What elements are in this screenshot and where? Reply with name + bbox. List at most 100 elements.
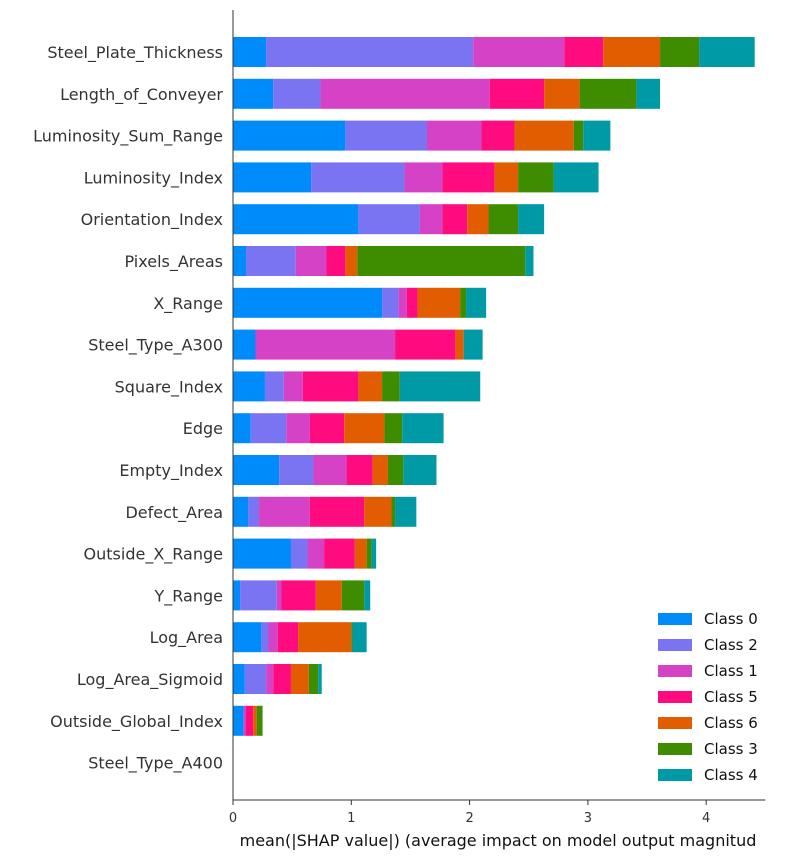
y-tick-label: Steel_Plate_Thickness — [47, 43, 223, 63]
bar-segment-class-0-x_range — [233, 287, 383, 318]
bar-segment-class-0-y_range — [233, 580, 241, 611]
y-tick-label: Outside_X_Range — [84, 545, 223, 565]
y-tick-label: Square_Index — [115, 377, 223, 397]
bar-segment-class-1-pixels_areas — [295, 246, 327, 276]
bar-segment-class-1-steel_plate_thickness — [473, 37, 565, 67]
bar-segment-class-4-log_area — [352, 622, 367, 653]
bar-segment-class-0-outside_x_range — [233, 538, 291, 569]
bar-segment-class-2-log_area_sigmoid — [244, 664, 267, 694]
bar-segment-class-3-x_range — [460, 287, 467, 318]
bar-segment-class-6-pixels_areas — [345, 246, 358, 276]
legend: Class 0 Class 2 Class 1 Class 5 Class 6 Class… — [658, 610, 758, 784]
bar-segment-class-4-defect_area — [395, 496, 417, 527]
bar-segment-class-5-length_of_conveyer — [489, 78, 545, 109]
bar-segment-class-0-square_index — [233, 371, 265, 402]
bar-segment-class-4-orientation_index — [518, 204, 545, 235]
bar-segment-class-5-luminosity_index — [442, 162, 495, 193]
bar-segment-class-4-edge — [402, 413, 444, 444]
bar-segment-class-4-luminosity_sum_range — [583, 120, 611, 151]
bar-segment-class-1-outside_global_index — [243, 705, 247, 736]
y-tick-label: Orientation_Index — [81, 210, 223, 230]
bar-segment-class-6-length_of_conveyer — [544, 78, 580, 109]
y-axis: Steel_Plate_Thickness Length_of_Conveyer L… — [33, 10, 234, 800]
bar-segment-class-5-pixels_areas — [326, 246, 346, 276]
bar-segment-class-3-luminosity_sum_range — [573, 120, 584, 151]
bar-segment-class-6-empty_index — [372, 455, 388, 485]
x-tick-label: 3 — [584, 811, 592, 826]
legend-label: Class 5 — [704, 688, 758, 706]
y-tick-label: Length_of_Conveyer — [60, 85, 223, 105]
bar-segment-class-5-y_range — [281, 580, 316, 611]
bar-segment-class-3-outside_x_range — [366, 538, 372, 569]
bar-segment-class-2-edge — [250, 413, 287, 444]
x-tick-label: 0 — [229, 811, 237, 826]
bar-segment-class-1-defect_area — [259, 496, 310, 527]
bar-segment-class-6-y_range — [315, 580, 342, 611]
x-tick-label: 4 — [702, 811, 710, 826]
bar-segment-class-3-outside_global_index — [256, 705, 263, 736]
bar-segment-class-6-edge — [344, 413, 385, 444]
bar-segment-class-0-outside_global_index — [233, 705, 244, 736]
bar-segment-class-5-steel_plate_thickness — [564, 37, 604, 67]
y-tick-label: X_Range — [153, 294, 223, 314]
bar-segment-class-2-log_area — [261, 622, 269, 653]
bar-segment-class-1-orientation_index — [419, 204, 443, 235]
bar-segment-class-5-luminosity_sum_range — [481, 120, 515, 151]
legend-label: Class 6 — [704, 714, 758, 732]
legend-label: Class 2 — [704, 636, 758, 654]
bar-segment-class-4-y_range — [364, 580, 371, 611]
bar-segment-class-6-log_area — [298, 622, 352, 653]
y-tick-label: Edge — [183, 419, 223, 438]
bar-segment-class-4-length_of_conveyer — [636, 78, 661, 109]
x-axis: 0 1 2 3 4 — [229, 799, 766, 826]
bar-segment-class-5-defect_area — [309, 496, 365, 527]
bar-segment-class-6-outside_global_index — [253, 705, 257, 736]
bar-segment-class-4-luminosity_index — [553, 162, 599, 193]
bar-segment-class-6-defect_area — [364, 496, 392, 527]
bar-segment-class-1-luminosity_index — [404, 162, 443, 193]
bar-segment-class-5-orientation_index — [442, 204, 468, 235]
bar-segment-class-4-square_index — [399, 371, 481, 402]
bar-segment-class-6-steel_type_a300 — [455, 329, 464, 360]
bar-segment-class-6-orientation_index — [467, 204, 489, 235]
bar-segment-class-1-length_of_conveyer — [320, 78, 490, 109]
bar-segment-class-6-steel_plate_thickness — [603, 37, 661, 67]
bar-segment-class-6-outside_x_range — [354, 538, 367, 569]
bar-segment-class-1-x_range — [398, 287, 407, 318]
bar-segment-class-3-log_area — [351, 622, 353, 653]
legend-swatch-class-1 — [658, 665, 692, 677]
legend-swatch-class-2 — [658, 639, 692, 651]
bar-segment-class-4-steel_type_a300 — [463, 329, 483, 360]
legend-label: Class 4 — [704, 766, 758, 784]
bar-segment-class-4-log_area_sigmoid — [318, 664, 322, 694]
bar-segment-class-3-square_index — [382, 371, 400, 402]
bar-segment-class-2-length_of_conveyer — [273, 78, 321, 109]
bar-segment-class-0-luminosity_sum_range — [233, 120, 346, 151]
bar-segment-class-2-pixels_areas — [246, 246, 296, 276]
bar-segment-class-6-square_index — [358, 371, 383, 402]
bar-segment-class-0-log_area — [233, 622, 262, 653]
bar-segment-class-3-steel_plate_thickness — [660, 37, 700, 67]
legend-swatch-class-6 — [658, 717, 692, 729]
bar-segment-class-3-pixels_areas — [357, 246, 526, 276]
y-tick-label: Steel_Type_A400 — [88, 754, 223, 774]
bar-segment-class-0-length_of_conveyer — [233, 78, 274, 109]
bar-segment-class-1-square_index — [283, 371, 303, 402]
bar-segment-class-2-empty_index — [279, 455, 314, 485]
bar-segment-class-0-luminosity_index — [233, 162, 312, 193]
bar-segment-class-0-defect_area — [233, 496, 249, 527]
bar-segment-class-2-luminosity_index — [311, 162, 405, 193]
x-tick-label: 1 — [347, 811, 355, 826]
bar-segment-class-1-y_range — [276, 580, 282, 611]
bar-segment-class-4-steel_plate_thickness — [699, 37, 755, 67]
bar-segment-class-0-edge — [233, 413, 251, 444]
bar-segment-class-5-log_area_sigmoid — [273, 664, 291, 694]
bar-segment-class-1-outside_x_range — [307, 538, 325, 569]
x-tick-label: 2 — [465, 811, 473, 826]
bar-segment-class-1-log_area_sigmoid — [266, 664, 274, 694]
bar-segment-class-5-log_area — [277, 622, 299, 653]
y-tick-label: Log_Area — [150, 628, 223, 648]
bar-segment-class-2-luminosity_sum_range — [345, 120, 428, 151]
bar-segment-class-5-x_range — [406, 287, 418, 318]
